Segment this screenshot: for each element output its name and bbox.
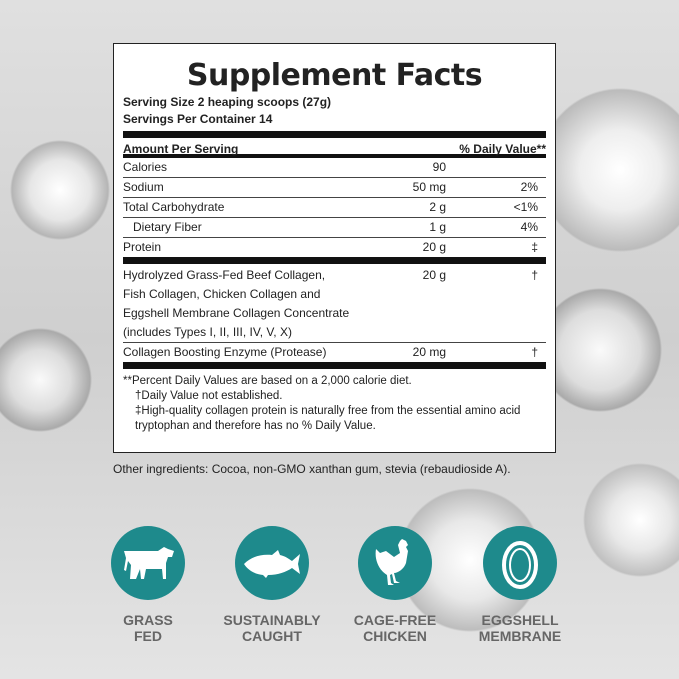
enzyme-name: Collagen Boosting Enzyme (Protease) xyxy=(123,345,327,359)
blend-line: Fish Collagen, Chicken Collagen and xyxy=(123,287,321,301)
enzyme-amount: 20 mg xyxy=(412,345,446,359)
divider xyxy=(123,362,546,369)
table-row: Total Carbohydrate 2 g <1% xyxy=(123,198,546,218)
nutrient-name: Protein xyxy=(123,240,162,254)
nutrient-amount: 50 mg xyxy=(412,180,446,194)
badge-label-cage-free: CAGE-FREE CHICKEN xyxy=(353,612,437,644)
blend-line: (includes Types I, II, III, IV, V, X) xyxy=(123,325,292,339)
nutrient-dv: 2% xyxy=(520,180,538,194)
nutrient-amount: 90 xyxy=(432,160,446,174)
chicken-icon xyxy=(358,526,432,600)
nutrient-name: Calories xyxy=(123,160,168,174)
nutrient-name: Dietary Fiber xyxy=(133,220,202,234)
blend-amount: 20 g xyxy=(422,268,446,282)
footnote: ‡High-quality collagen protein is natura… xyxy=(135,405,521,417)
blend-line: Eggshell Membrane Collagen Concentrate xyxy=(123,306,350,320)
divider xyxy=(123,131,546,138)
blend-line: Hydrolyzed Grass-Fed Beef Collagen, xyxy=(123,268,326,282)
nutrient-name: Sodium xyxy=(123,180,164,194)
fish-icon xyxy=(235,526,309,600)
nutrient-amount: 1 g xyxy=(429,220,446,234)
enzyme-dv: † xyxy=(531,345,538,359)
serving-size: Serving Size 2 heaping scoops (27g) xyxy=(123,95,332,109)
badge-label-grass-fed: GRASS FED xyxy=(123,612,173,644)
blend-dv: † xyxy=(531,268,538,282)
nutrient-dv: ‡ xyxy=(531,240,538,254)
nutrient-dv: 4% xyxy=(520,220,538,234)
nutrient-dv: <1% xyxy=(513,200,538,214)
badge-label-eggshell: EGGSHELL MEMBRANE xyxy=(478,612,562,644)
table-row: Sodium 50 mg 2% xyxy=(123,178,546,198)
badge-label-sustainably-caught: SUSTAINABLY CAUGHT xyxy=(223,612,321,644)
divider xyxy=(123,257,546,264)
table-row: Calories 90 xyxy=(123,158,546,178)
nutrient-name: Total Carbohydrate xyxy=(123,200,225,214)
footnote: tryptophan and therefore has no % Daily … xyxy=(135,420,376,432)
footnote: **Percent Daily Values are based on a 2,… xyxy=(123,375,412,387)
enzyme-row: Collagen Boosting Enzyme (Protease) 20 mg… xyxy=(123,343,546,362)
amount-header: Amount Per Serving xyxy=(123,142,239,156)
cow-icon xyxy=(111,526,185,600)
blend-row: Hydrolyzed Grass-Fed Beef Collagen, Fish… xyxy=(123,266,546,343)
supplement-facts-panel: Supplement Facts Serving Size 2 heaping … xyxy=(113,43,556,453)
footnote: †Daily Value not established. xyxy=(135,390,283,402)
nutrient-amount: 20 g xyxy=(422,240,446,254)
egg-icon xyxy=(483,526,557,600)
table-header: Amount Per Serving % Daily Value** xyxy=(123,140,546,158)
servings-per-container: Servings Per Container 14 xyxy=(123,112,273,126)
table-row: Protein 20 g ‡ xyxy=(123,238,546,257)
blend-name: Hydrolyzed Grass-Fed Beef Collagen, Fish… xyxy=(123,266,356,342)
other-ingredients: Other ingredients: Cocoa, non-GMO xantha… xyxy=(113,462,511,476)
table-row: Dietary Fiber 1 g 4% xyxy=(123,218,546,238)
nutrient-dv xyxy=(446,158,546,177)
nutrient-amount: 2 g xyxy=(429,200,446,214)
panel-title: Supplement Facts xyxy=(186,58,483,93)
dv-header: % Daily Value** xyxy=(459,142,546,156)
footnotes: **Percent Daily Values are based on a 2,… xyxy=(123,374,546,434)
